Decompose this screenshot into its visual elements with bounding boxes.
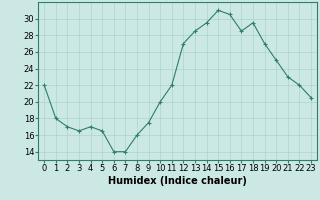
X-axis label: Humidex (Indice chaleur): Humidex (Indice chaleur) — [108, 176, 247, 186]
